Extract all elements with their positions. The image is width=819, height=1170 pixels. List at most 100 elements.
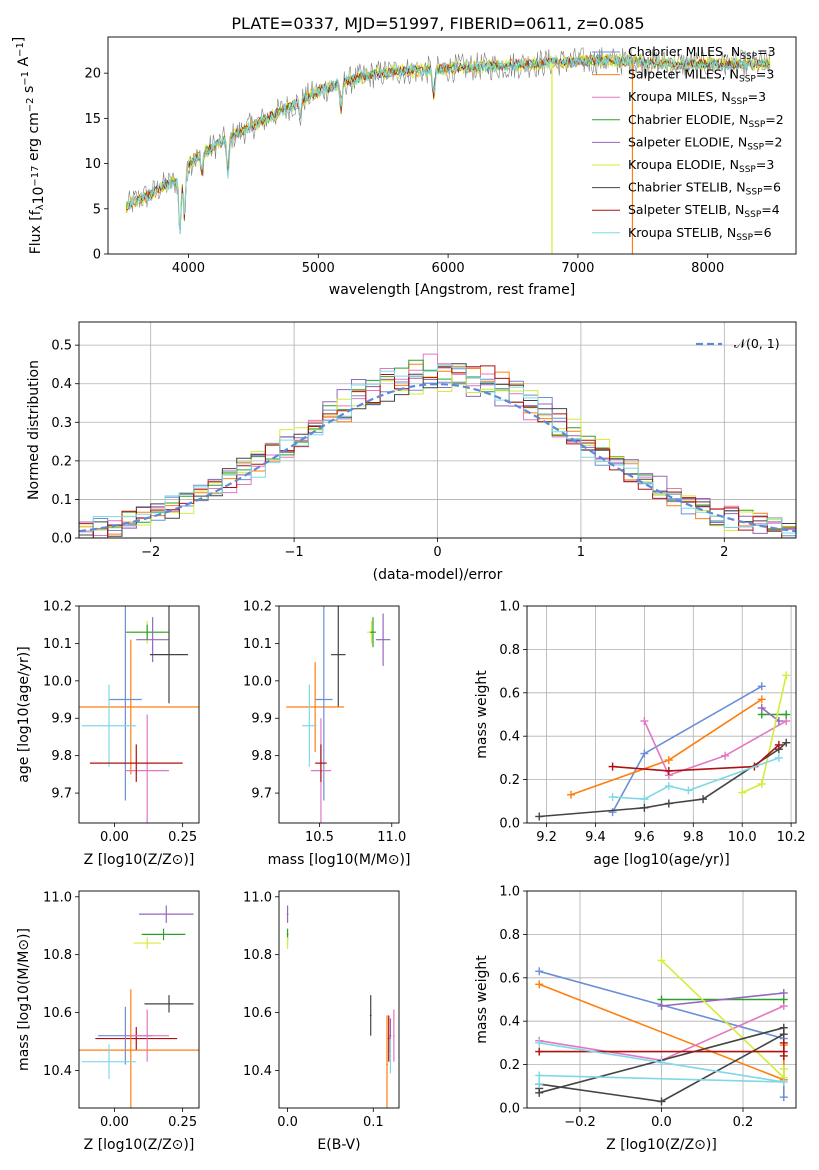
y-tick-label: 10.6 <box>43 1006 72 1021</box>
y-tick-label: 9.9 <box>251 712 272 727</box>
y-tick-label: 0.3 <box>51 416 72 431</box>
y-tick-label: 10 <box>84 157 101 172</box>
y-tick-label: 10.2 <box>243 600 272 615</box>
y-tick-label: 0 <box>93 248 101 263</box>
axes-frame <box>78 321 797 539</box>
y-tick-label: 0.6 <box>499 686 520 701</box>
age-vs-mass-panel: 10.5 11.0 9.7 9.8 9.9 10.0 10.1 10.2 mass [log10… <box>243 600 411 869</box>
axes-frame <box>278 605 400 824</box>
legend-entry: Chabrier STELIB, NSSP=6 <box>628 180 781 198</box>
spectrum-series-line <box>125 54 771 233</box>
weight-vs-age-panel: 9.2 9.4 9.6 9.8 10.0 10.2 0.0 0.2 0.4 0.6 0.8 1.0 ag… <box>474 600 806 869</box>
errorbar-points <box>79 606 199 823</box>
x-tick-label: 10.5 <box>305 830 334 845</box>
y-tick-label: 10.0 <box>243 674 272 689</box>
x-tick-label: 7000 <box>561 261 594 276</box>
mass-vs-extinction-panel: 0.0 0.1 10.4 10.6 10.8 11.0 E(B-V) <box>243 890 400 1153</box>
y-tick-label: 0.0 <box>51 532 72 547</box>
x-tick-label: 0.2 <box>733 1115 754 1130</box>
legend-entry: Chabrier MILES, NSSP=3 <box>628 44 776 62</box>
y-tick-label: 10.1 <box>43 637 72 652</box>
x-tick-label: −1 <box>285 545 304 560</box>
y-tick-label: 10.0 <box>43 674 72 689</box>
x-tick-label: 0 <box>433 545 441 560</box>
residuals-panel: −2 −1 0 1 2 0.0 0.1 0.2 0.3 0.4 0.5 𝒩(0, 1) (data-mo… <box>26 321 797 583</box>
x-tick-label: 4000 <box>172 261 205 276</box>
y-tick-label: 9.7 <box>51 787 72 802</box>
axes-frame <box>78 890 200 1109</box>
y-axis-label: Flux [fλ10−17 erg cm−2 s−1 A−1] <box>11 37 47 255</box>
x-tick-label: 9.2 <box>536 830 557 845</box>
x-axis-label: wavelength [Angstrom, rest frame] <box>329 282 575 298</box>
x-axis-label: (data-model)/error <box>373 567 503 583</box>
weight-series-line <box>643 720 787 777</box>
axes-frame <box>107 36 797 255</box>
mass-vs-metallicity-panel: 0.00 0.25 10.4 10.6 10.8 11.0 Z [log10(Z/Z⊙)] m… <box>16 890 200 1153</box>
y-tick-label: 0.8 <box>499 643 520 658</box>
weight-series-line <box>539 742 787 818</box>
figure-title: PLATE=0337, MJD=51997, FIBERID=0611, z=0… <box>231 14 644 33</box>
legend-entry: Salpeter ELODIE, NSSP=2 <box>628 134 782 152</box>
x-tick-label: 0.25 <box>168 1115 197 1130</box>
y-tick-label: 0.2 <box>51 454 72 469</box>
x-axis-label: E(B-V) <box>317 1137 360 1153</box>
y-tick-label: 10.8 <box>43 948 72 963</box>
y-tick-label: 9.8 <box>251 749 272 764</box>
legend-entry: Kroupa STELIB, NSSP=6 <box>628 225 772 243</box>
x-tick-label: −2 <box>141 545 160 560</box>
y-tick-label: 0.1 <box>51 493 72 508</box>
y-tick-label: 0.2 <box>499 773 520 788</box>
y-tick-label: 10.2 <box>43 600 72 615</box>
y-axis-label: mass [log10(M/M⊙)] <box>16 928 32 1071</box>
spectrum-lines <box>125 47 771 254</box>
histograms <box>79 353 796 538</box>
y-tick-label: 11.0 <box>43 890 72 905</box>
x-tick-label: 8000 <box>691 261 724 276</box>
x-axis-label: mass [log10(M/M⊙)] <box>268 852 411 868</box>
spectrum-series-line <box>125 55 771 234</box>
y-tick-label: 10.6 <box>243 1006 272 1021</box>
histogram-series <box>79 364 796 538</box>
y-tick-label: 10.1 <box>243 637 272 652</box>
x-tick-label: 1 <box>577 545 585 560</box>
normal-curve <box>79 382 796 533</box>
x-tick-label: 2 <box>720 545 728 560</box>
x-tick-label: 0.0 <box>651 1115 672 1130</box>
x-tick-label: 6000 <box>432 261 465 276</box>
y-tick-label: 11.0 <box>243 890 272 905</box>
y-axis-label: age [log10(age/yr)] <box>16 646 32 782</box>
y-tick-label: 10.8 <box>243 948 272 963</box>
x-tick-label: 0.00 <box>100 830 129 845</box>
y-tick-label: 9.8 <box>51 749 72 764</box>
y-tick-label: 15 <box>84 112 101 127</box>
y-tick-label: 1.0 <box>499 885 520 900</box>
legend-entry: Kroupa MILES, NSSP=3 <box>628 89 766 107</box>
axes-frame <box>278 890 400 1109</box>
errorbar-points <box>286 905 395 1108</box>
age-vs-metallicity-panel: 0.00 0.25 9.7 9.8 9.9 10.0 10.1 10.2 Z [log10(Z/… <box>16 600 200 868</box>
weight-vs-metallicity-panel: −0.2 0.0 0.2 0.0 0.2 0.4 0.6 0.8 1.0 Z [log10(Z/Z… <box>474 885 797 1153</box>
y-tick-label: 0.8 <box>499 928 520 943</box>
x-tick-label: 9.6 <box>634 830 655 845</box>
errorbar-points <box>79 905 199 1108</box>
y-axis-label: mass weight <box>474 955 490 1044</box>
y-tick-label: 10.4 <box>243 1064 272 1079</box>
y-tick-label: 0.4 <box>499 730 520 745</box>
axes-frame <box>526 605 797 824</box>
weight-series-line <box>612 744 780 772</box>
y-tick-label: 5 <box>93 202 101 217</box>
y-tick-label: 0.6 <box>499 971 520 986</box>
y-tick-label: 0.5 <box>51 339 72 354</box>
legend-entry: Chabrier ELODIE, NSSP=2 <box>628 112 784 130</box>
x-axis-label: Z [log10(Z/Z⊙)] <box>84 852 195 868</box>
legend-entry: Salpeter MILES, NSSP=3 <box>628 67 774 85</box>
axes-frame <box>78 605 200 824</box>
y-tick-label: 9.7 <box>251 787 272 802</box>
x-tick-label: 11.0 <box>377 830 406 845</box>
x-tick-label: 0.0 <box>277 1115 298 1130</box>
y-axis-label: Normed distribution <box>26 360 42 500</box>
x-axis-label: Z [log10(Z/Z⊙)] <box>606 1137 717 1153</box>
legend-entry: Salpeter STELIB, NSSP=4 <box>628 202 780 220</box>
axes-frame <box>526 890 797 1109</box>
